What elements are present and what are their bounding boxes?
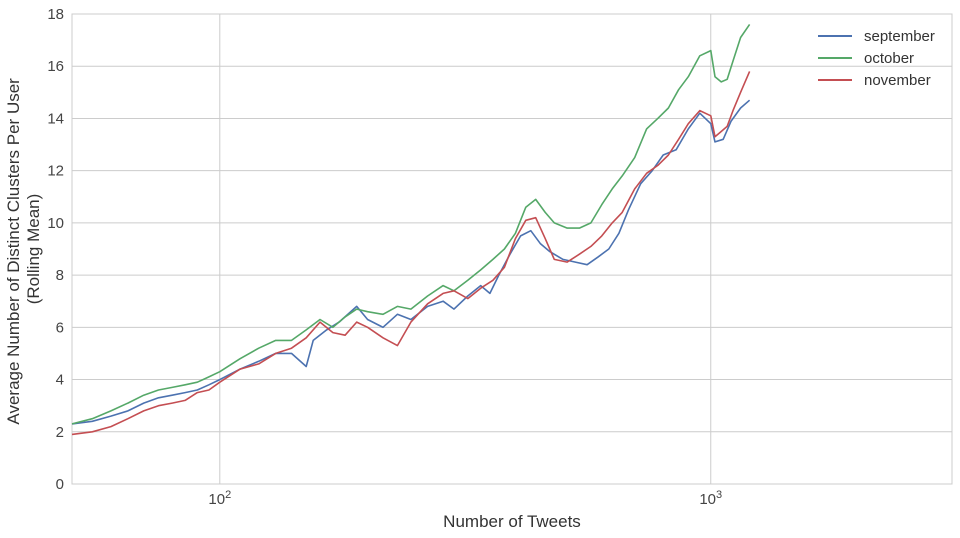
legend-label-october: october [864, 50, 914, 67]
x-tick-label: 102 [208, 489, 231, 508]
y-tick-label: 10 [47, 215, 64, 232]
x-tick-label: 103 [699, 489, 722, 508]
series-lines [71, 23, 751, 436]
y-axis-ticks: 0 2 4 6 8 10 12 14 16 18 [47, 6, 64, 493]
x-axis-ticks: 102 103 [208, 489, 722, 508]
y-axis-label-line-2: (Rolling Mean) [24, 194, 43, 305]
y-tick-label: 14 [47, 110, 64, 127]
legend-label-november: november [864, 72, 931, 89]
plot-area [71, 13, 953, 485]
y-tick-label: 16 [47, 58, 64, 75]
y-tick-label: 8 [56, 267, 64, 284]
series-line-november [71, 71, 751, 436]
series-line-september [71, 99, 751, 425]
series-line-october [71, 23, 751, 425]
legend-label-september: september [864, 28, 935, 45]
legend: september october november [818, 28, 935, 89]
y-tick-label: 6 [56, 319, 64, 336]
y-tick-label: 18 [47, 6, 64, 23]
x-axis-label: Number of Tweets [443, 512, 581, 531]
y-tick-label: 0 [56, 476, 64, 493]
y-tick-label: 2 [56, 424, 64, 441]
y-tick-label: 4 [56, 372, 64, 389]
y-axis-label-line-1: Average Number of Distinct Clusters Per … [4, 78, 23, 425]
y-tick-label: 12 [47, 163, 64, 180]
y-axis-label: Average Number of Distinct Clusters Per … [4, 73, 43, 424]
